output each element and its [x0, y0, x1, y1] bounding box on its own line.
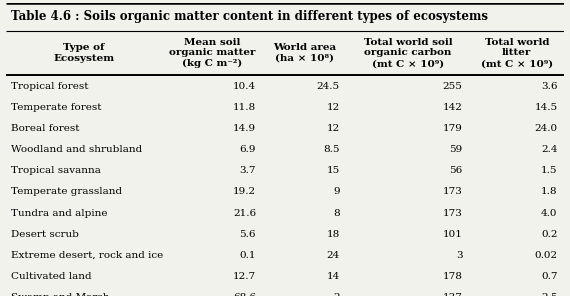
Text: 9: 9 [333, 187, 340, 197]
Text: Woodland and shrubland: Woodland and shrubland [11, 145, 142, 154]
Text: 179: 179 [443, 124, 463, 133]
Text: Boreal forest: Boreal forest [11, 124, 80, 133]
Text: Tropical forest: Tropical forest [11, 82, 89, 91]
Text: 8: 8 [333, 209, 340, 218]
Text: Total world soil
organic carbon
(mt C × 10⁹): Total world soil organic carbon (mt C × … [364, 38, 452, 68]
Text: Desert scrub: Desert scrub [11, 230, 79, 239]
Text: 173: 173 [443, 209, 463, 218]
Text: 12.7: 12.7 [233, 272, 256, 281]
Text: 14.5: 14.5 [535, 103, 557, 112]
Text: Cultivated land: Cultivated land [11, 272, 92, 281]
Text: 1.8: 1.8 [541, 187, 557, 197]
Text: 24.0: 24.0 [535, 124, 557, 133]
Text: Temperate grassland: Temperate grassland [11, 187, 123, 197]
Text: Type of
Ecosystem: Type of Ecosystem [54, 43, 115, 63]
Text: 5.6: 5.6 [239, 230, 256, 239]
Text: 0.2: 0.2 [541, 230, 557, 239]
Text: 24.5: 24.5 [316, 82, 340, 91]
Text: 21.6: 21.6 [233, 209, 256, 218]
Text: Tundra and alpine: Tundra and alpine [11, 209, 108, 218]
Text: 6.9: 6.9 [239, 145, 256, 154]
Text: 14: 14 [327, 272, 340, 281]
Text: 12: 12 [327, 103, 340, 112]
Text: 142: 142 [443, 103, 463, 112]
Text: 1.5: 1.5 [541, 166, 557, 175]
Text: 2.4: 2.4 [541, 145, 557, 154]
Text: 3: 3 [456, 251, 463, 260]
Text: 2.5: 2.5 [541, 293, 557, 296]
Text: 24: 24 [327, 251, 340, 260]
Text: Temperate forest: Temperate forest [11, 103, 102, 112]
Text: 173: 173 [443, 187, 463, 197]
Text: 59: 59 [449, 145, 463, 154]
Text: 68.6: 68.6 [233, 293, 256, 296]
Text: 0.02: 0.02 [535, 251, 557, 260]
Text: 3.6: 3.6 [541, 82, 557, 91]
Text: 12: 12 [327, 124, 340, 133]
Text: 56: 56 [449, 166, 463, 175]
Text: 2: 2 [333, 293, 340, 296]
Text: World area
(ha × 10⁸): World area (ha × 10⁸) [273, 43, 336, 63]
Text: Swamp and Marsh: Swamp and Marsh [11, 293, 110, 296]
Text: 11.8: 11.8 [233, 103, 256, 112]
Text: Extreme desert, rock and ice: Extreme desert, rock and ice [11, 251, 164, 260]
Text: 0.7: 0.7 [541, 272, 557, 281]
Text: Total world
litter
(mt C × 10⁹): Total world litter (mt C × 10⁹) [481, 38, 553, 68]
Text: 10.4: 10.4 [233, 82, 256, 91]
Text: 18: 18 [327, 230, 340, 239]
Text: 137: 137 [443, 293, 463, 296]
Text: Tropical savanna: Tropical savanna [11, 166, 101, 175]
Text: 178: 178 [443, 272, 463, 281]
Text: 8.5: 8.5 [323, 145, 340, 154]
Text: 14.9: 14.9 [233, 124, 256, 133]
Text: 15: 15 [327, 166, 340, 175]
Text: 4.0: 4.0 [541, 209, 557, 218]
Text: 19.2: 19.2 [233, 187, 256, 197]
Text: Mean soil
organic matter
(kg C m⁻²): Mean soil organic matter (kg C m⁻²) [169, 38, 255, 68]
Text: Table 4.6 : Soils organic matter content in different types of ecosystems: Table 4.6 : Soils organic matter content… [11, 10, 488, 23]
Text: 0.1: 0.1 [239, 251, 256, 260]
Text: 3.7: 3.7 [239, 166, 256, 175]
Text: 255: 255 [443, 82, 463, 91]
Text: 101: 101 [443, 230, 463, 239]
